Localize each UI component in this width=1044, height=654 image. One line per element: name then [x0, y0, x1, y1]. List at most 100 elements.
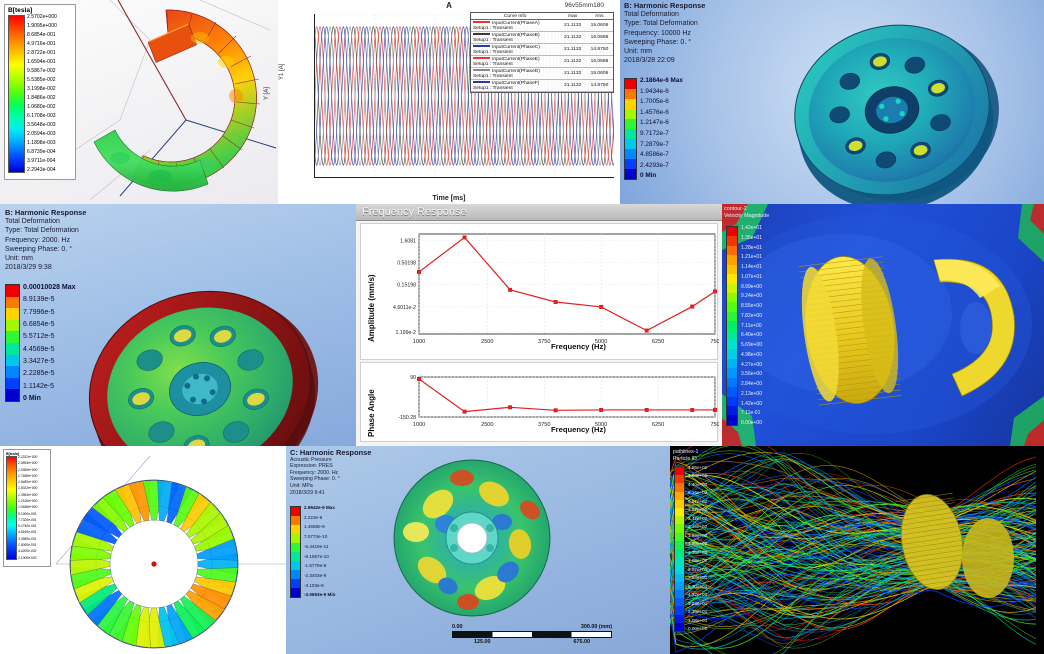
- legend-swatch: [625, 109, 636, 119]
- legend-value: 6.2740e-001: [18, 525, 49, 528]
- color-bar: [6, 456, 17, 560]
- legend-value: 2.223e-9: [304, 516, 335, 521]
- legend-value: 5.5385e-002: [27, 78, 73, 83]
- legend-value: 0.00e+00: [688, 627, 707, 632]
- scale-left-mid: 125.00: [474, 639, 491, 645]
- legend-value: 8.55e+00: [741, 304, 762, 309]
- data-point: [713, 290, 717, 294]
- curve-name-cell: InputCurrent(PhaseA) Setup1 : Transient: [471, 20, 559, 32]
- legend-value: 7.11e-01: [741, 411, 762, 416]
- legend-swatch: [6, 389, 19, 401]
- panel-pathlines: pathlines-1 Particle ID 4.85e+02 4.04e+02…: [670, 446, 1044, 654]
- data-point: [463, 410, 467, 414]
- header-line: Acoustic Pressure: [290, 457, 371, 464]
- panel-harmonic-10000hz: B: Harmonic Response Total Deformation Typ…: [620, 0, 1044, 204]
- header-line: Unit: MPa: [290, 483, 371, 490]
- x-tick: 2500: [481, 339, 493, 345]
- legend-value: 1.8486e-002: [27, 96, 73, 101]
- curve-rms: 15.0688: [586, 56, 613, 68]
- legend-swatch: [675, 483, 684, 491]
- curve-color-swatch: [473, 69, 490, 71]
- curve-rms: 14.8750: [586, 44, 613, 56]
- legend-value: 6.40e+00: [741, 333, 762, 338]
- header-line: Frequency: 10000 Hz: [624, 29, 705, 38]
- legend-swatch: [675, 615, 684, 623]
- header-line: Type: Total Deformation: [5, 226, 86, 235]
- color-bar: [5, 284, 20, 402]
- legend-swatch: [291, 516, 300, 525]
- pathlines-header: pathlines-1 Particle ID: [673, 449, 698, 463]
- legend-swatch: [675, 582, 684, 590]
- legend-swatch: [675, 492, 684, 500]
- curve-max: 21.1132: [559, 32, 586, 44]
- legend-value: 3.1998e-002: [27, 87, 73, 92]
- x-axis-label: Time [ms]: [278, 195, 620, 202]
- curve-color-swatch: [473, 81, 490, 83]
- amplitude-y-axis-title: Amplitude (mm/s): [367, 274, 376, 342]
- legend-value: 4.85e+02: [688, 466, 707, 471]
- curve-setup: Setup1 : Transient: [473, 38, 557, 43]
- data-point: [463, 235, 467, 239]
- legend-value: 2.8722e-001: [27, 51, 73, 56]
- polar-flux-legend: B[tesla] 2.2312e+000 2.0854e+000 1.9396e+0…: [3, 449, 51, 567]
- legend-value: 5.5712e-5: [23, 333, 76, 340]
- legend-value: 3.3580e-001: [18, 538, 49, 541]
- legend-swatch: [727, 236, 737, 245]
- legend-swatch: [727, 265, 737, 274]
- legend-value: 9.07e+01: [688, 568, 707, 573]
- curve-max: 21.1132: [559, 80, 586, 92]
- data-point: [690, 305, 694, 309]
- color-bar: [8, 15, 25, 173]
- legend-value: 1.4659e-9: [304, 525, 335, 530]
- legend-value: 9.5867e-002: [27, 69, 73, 74]
- legend-swatch: [727, 331, 737, 340]
- curve-name-cell: InputCurrent(PhaseD) Setup1 : Transient: [471, 68, 559, 80]
- legend-swatch: [625, 79, 636, 89]
- legend-swatch: [727, 378, 737, 387]
- legend-swatch: [625, 169, 636, 179]
- x-tick: 2500: [481, 422, 493, 428]
- pathlines-render: [670, 446, 1044, 654]
- header-line: B: Harmonic Response: [5, 208, 86, 217]
- legend-value: 5.40e+01: [688, 585, 707, 590]
- header-line: 2018/3/28 22:09: [624, 56, 705, 65]
- scale-right: 300.00 (mm): [581, 624, 612, 630]
- curve-info-row: InputCurrent(PhaseF) Setup1 : Transient 21…: [471, 80, 613, 92]
- legend-value: 2.84e+00: [741, 382, 762, 387]
- legend-value-list: 2.1864e-6 Max 1.9434e-6 1.7005e-6 1.4576e-6…: [640, 78, 683, 180]
- legend-swatch: [727, 368, 737, 377]
- legend-value: 1.14e+01: [741, 265, 762, 270]
- y-tick: -150.28: [398, 415, 416, 421]
- legend-value: 8.6854e-001: [27, 33, 73, 38]
- amplitude-plot-svg: 1000 2500 3750 5000 6250 7501.60810.501980.15…: [361, 224, 719, 361]
- scale-right-mid: 675.00: [574, 639, 591, 645]
- legend-value: 1.7938e+000: [18, 475, 49, 478]
- curve-info-table: Curve Info max rms InputCurrent(PhaseA) S…: [471, 13, 613, 92]
- legend-swatch: [625, 119, 636, 129]
- x-tick: 3750: [538, 339, 550, 345]
- harmonic-2000-legend: 0.00010028 Max 8.9139e-5 7.7996e-5 6.6854e-…: [5, 284, 76, 402]
- curve-info-body: InputCurrent(PhaseA) Setup1 : Transient 21…: [471, 20, 613, 92]
- data-point: [599, 408, 603, 412]
- legend-value: 8.9139e-5: [23, 296, 76, 303]
- legend-value: 1.9434e-6: [640, 89, 683, 95]
- legend-value: 1.9095e+000: [27, 24, 73, 29]
- harmonic-10000-header: B: Harmonic Response Total Deformation Typ…: [624, 1, 705, 65]
- legend-value: 1.5022e+000: [18, 487, 49, 490]
- legend-swatch: [291, 543, 300, 552]
- legend-value: 2.1864e-6 Max: [640, 78, 683, 84]
- legend-value: 1.2147e-6: [640, 120, 683, 126]
- x-tick: 6250: [652, 422, 664, 428]
- legend-value: -1.5779e-9: [304, 564, 335, 569]
- panel-polar-flux: B[tesla] 2.2312e+000 2.0854e+000 1.9396e+0…: [0, 446, 286, 654]
- legend-value: 1.28e+01: [741, 246, 762, 251]
- legend-value: 4.4569e-5: [23, 346, 76, 353]
- legend-value: 7.11e+00: [741, 324, 762, 329]
- legend-swatch: [675, 475, 684, 483]
- data-point: [417, 270, 421, 274]
- curve-max: 21.1132: [559, 68, 586, 80]
- data-point: [554, 408, 558, 412]
- legend-value: 6.16e+02: [688, 491, 707, 496]
- curve-rms: 15.0606: [586, 20, 613, 32]
- legend-value: 3.56e+00: [741, 372, 762, 377]
